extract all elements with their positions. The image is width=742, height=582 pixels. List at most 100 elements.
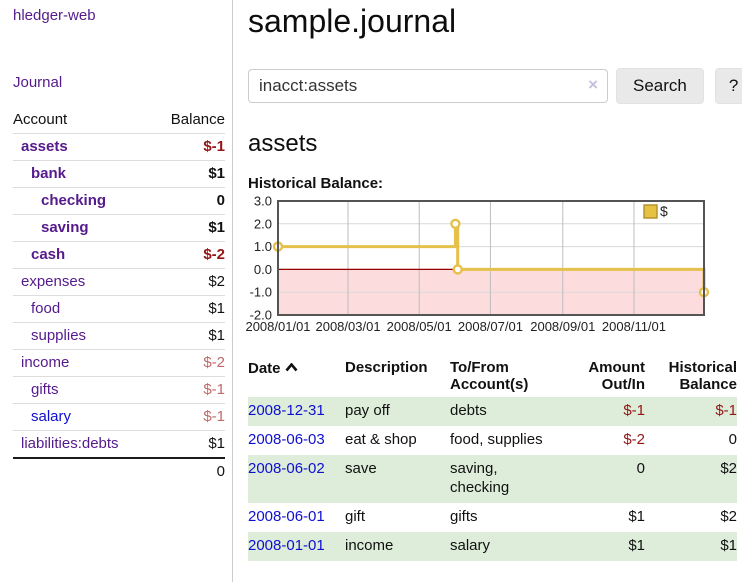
account-balance: $1 xyxy=(208,300,225,317)
search-input[interactable] xyxy=(248,69,608,103)
transaction-row: 2008-06-01 gift gifts $1 $2 xyxy=(248,503,737,532)
transaction-date-cell: 2008-06-02 xyxy=(248,455,345,503)
account-link-gifts[interactable]: gifts xyxy=(31,381,59,398)
account-row: food $1 xyxy=(13,295,225,322)
svg-text:3.0: 3.0 xyxy=(254,194,272,209)
account-row: assets $-1 xyxy=(13,133,225,160)
transaction-balance-cell: 0 xyxy=(728,431,737,448)
account-link-bank[interactable]: bank xyxy=(31,165,67,182)
transaction-date-cell: 2008-12-31 xyxy=(248,397,345,426)
svg-text:1.0: 1.0 xyxy=(254,239,272,254)
account-link-income[interactable]: income xyxy=(21,354,70,371)
sidebar: hledger-web Journal Account Balance asse… xyxy=(0,0,232,485)
transaction-accounts-cell: gifts xyxy=(450,508,478,525)
transaction-amount-cell: $-1 xyxy=(623,402,645,419)
svg-text:2008/03/01: 2008/03/01 xyxy=(315,319,380,334)
transaction-date-link[interactable]: 2008-12-31 xyxy=(248,402,325,419)
account-row: supplies $1 xyxy=(13,322,225,349)
search-form: × Search ? xyxy=(248,68,742,104)
account-balance: $-1 xyxy=(203,138,225,155)
transaction-description-cell: gift xyxy=(345,508,366,525)
account-balance: $-1 xyxy=(203,381,225,398)
transaction-date-link[interactable]: 2008-01-01 xyxy=(248,537,325,554)
account-row: saving $1 xyxy=(13,214,225,241)
column-header-date[interactable]: Date xyxy=(248,357,345,397)
account-heading: assets xyxy=(248,130,318,157)
transaction-amount-cell: $1 xyxy=(628,537,645,554)
svg-text:2008/07/01: 2008/07/01 xyxy=(458,319,523,334)
clear-search-icon[interactable]: × xyxy=(588,75,598,94)
svg-text:-1.0: -1.0 xyxy=(250,285,272,300)
account-link-cash[interactable]: cash xyxy=(31,246,66,263)
account-balance: $2 xyxy=(208,273,225,290)
balance-chart: $3.0 2.0 1.0 0.0 -1.0 -2.0 2008/01/01 2008/03/0… xyxy=(245,194,742,343)
transaction-accounts-cell: salary xyxy=(450,537,491,554)
column-header-description: Description xyxy=(345,359,428,376)
account-row: income $-2 xyxy=(13,349,225,376)
transaction-amount-cell: 0 xyxy=(636,460,645,477)
account-row: salary $-1 xyxy=(13,403,225,430)
account-balance: 0 xyxy=(216,192,225,209)
transaction-date-link[interactable]: 2008-06-02 xyxy=(248,460,325,477)
transaction-accounts-cell: food, supplies xyxy=(450,431,543,448)
sort-ascending-icon xyxy=(285,359,298,376)
transaction-date-link[interactable]: 2008-06-01 xyxy=(248,508,325,525)
sidebar-item-journal[interactable]: Journal xyxy=(13,74,63,91)
account-link-checking[interactable]: checking xyxy=(41,192,107,209)
sidebar-divider xyxy=(232,0,233,582)
transaction-row: 2008-12-31 pay off debts $-1 $-1 xyxy=(248,397,737,426)
accounts-header-balance: Balance xyxy=(170,111,225,128)
help-button[interactable]: ? xyxy=(714,68,742,104)
account-balance: $1 xyxy=(208,327,225,344)
account-link-supplies[interactable]: supplies xyxy=(31,327,87,344)
search-button[interactable]: Search xyxy=(616,68,704,104)
transactions-header-row: Date Description To/From Account(s) Amou… xyxy=(248,357,737,397)
chart-title: Historical Balance: xyxy=(248,175,384,192)
svg-text:-2.0: -2.0 xyxy=(250,308,272,323)
transaction-date-cell: 2008-06-03 xyxy=(248,426,345,455)
svg-text:2008/01/01: 2008/01/01 xyxy=(245,319,310,334)
account-balance: $1 xyxy=(208,165,225,182)
transaction-amount-cell: $-2 xyxy=(623,431,645,448)
account-row: gifts $-1 xyxy=(13,376,225,403)
account-link-salary[interactable]: salary xyxy=(31,408,72,425)
transaction-row: 2008-06-03 eat & shop food, supplies $-2 0 xyxy=(248,426,737,455)
account-row: liabilities:debts $1 xyxy=(13,430,225,457)
transaction-description-cell: save xyxy=(345,460,377,477)
svg-text:2008/05/01: 2008/05/01 xyxy=(387,319,452,334)
accounts-tree: Account Balance assets $-1 bank $1 checking 0… xyxy=(13,107,225,485)
account-balance: $-1 xyxy=(203,408,225,425)
column-header-accounts: To/From Account(s) xyxy=(450,359,529,393)
account-link-liabilities-debts[interactable]: liabilities:debts xyxy=(21,435,119,452)
svg-text:2008/11/01: 2008/11/01 xyxy=(602,319,666,334)
transaction-description-cell: pay off xyxy=(345,402,390,419)
transaction-accounts-cell: debts xyxy=(450,402,487,419)
account-balance: $-2 xyxy=(203,246,225,263)
accounts-header: Account Balance xyxy=(13,107,225,133)
account-link-saving[interactable]: saving xyxy=(41,219,89,236)
account-balance: $1 xyxy=(208,219,225,236)
transaction-date-cell: 2008-06-01 xyxy=(248,503,345,532)
account-row: expenses $2 xyxy=(13,268,225,295)
accounts-header-account: Account xyxy=(13,111,68,128)
svg-text:$: $ xyxy=(660,203,668,219)
transaction-date-link[interactable]: 2008-06-03 xyxy=(248,431,325,448)
svg-text:2008/09/01: 2008/09/01 xyxy=(530,319,595,334)
transaction-row: 2008-06-02 save saving, checking 0 $2 xyxy=(248,455,737,503)
account-link-assets[interactable]: assets xyxy=(21,138,68,155)
transaction-description-cell: eat & shop xyxy=(345,431,417,448)
main-content: sample.journal × Search ? assets Histori… xyxy=(245,0,742,561)
svg-text:2.0: 2.0 xyxy=(254,216,272,231)
account-balance: $-2 xyxy=(203,354,225,371)
account-link-expenses[interactable]: expenses xyxy=(21,273,86,290)
account-row: bank $1 xyxy=(13,160,225,187)
transaction-accounts-cell: saving, checking xyxy=(450,460,510,496)
column-header-balance: Historical Balance xyxy=(668,359,737,393)
transaction-amount-cell: $1 xyxy=(628,508,645,525)
account-row: cash $-2 xyxy=(13,241,225,268)
app-title-link[interactable]: hledger-web xyxy=(13,7,96,24)
page-title: sample.journal xyxy=(248,3,457,39)
account-link-food[interactable]: food xyxy=(31,300,61,317)
transaction-balance-cell: $2 xyxy=(720,460,737,477)
transaction-balance-cell: $1 xyxy=(720,537,737,554)
